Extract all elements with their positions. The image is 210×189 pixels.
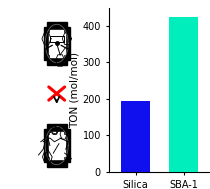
Polygon shape [49,30,65,57]
Polygon shape [49,132,65,159]
Bar [121,101,150,172]
Bar [169,17,198,172]
Polygon shape [44,124,70,167]
Polygon shape [44,22,70,65]
Y-axis label: TON (mol/mol): TON (mol/mol) [70,52,80,128]
